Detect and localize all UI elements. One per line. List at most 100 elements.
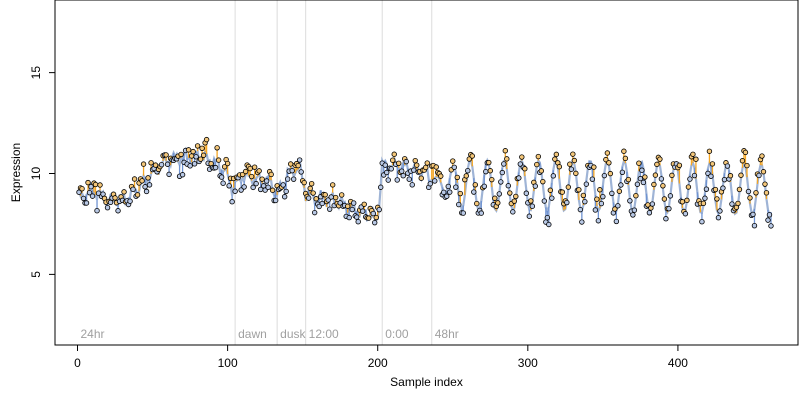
data-point [627,198,633,204]
data-point [104,204,111,211]
data-point [432,178,438,184]
x-tick-label: 0 [74,356,81,370]
data-point [311,209,318,216]
data-point [691,172,698,179]
data-point [305,195,312,201]
points-layer [76,136,774,229]
data-point [438,173,444,179]
data-point [474,200,480,207]
data-point [567,161,573,167]
data-point [637,175,644,182]
data-point [298,169,304,175]
data-point [766,212,773,218]
data-point [152,162,159,168]
data-point [502,148,509,154]
data-point [690,151,696,157]
data-point [142,184,148,190]
data-point [265,184,271,191]
data-point [349,206,355,213]
data-point [166,171,172,178]
data-point [427,181,433,187]
y-axis: 5 10 15 [29,66,55,278]
data-point [148,160,154,166]
data-point [214,145,220,151]
data-point [203,136,210,143]
segment-label: 48hr [435,327,459,341]
data-point [481,183,487,190]
data-point [513,193,519,200]
data-point [594,196,600,202]
data-point [649,201,656,207]
data-point [763,190,770,196]
data-point [568,166,575,172]
data-point [667,193,674,199]
data-point [549,195,555,201]
data-point [510,209,516,215]
data-point [290,176,297,182]
data-point [409,182,415,188]
data-point [582,198,588,205]
data-point [768,223,774,229]
data-point [573,170,579,177]
data-point [745,188,752,195]
data-point [332,194,339,201]
data-point [433,164,439,170]
data-point [396,160,402,167]
data-point [621,148,627,154]
data-point [463,173,469,179]
data-point [194,143,201,149]
data-point [652,172,659,178]
data-point [504,156,510,162]
data-point [328,194,334,200]
y-tick-label: 15 [29,66,43,80]
data-point [447,189,453,195]
data-point [197,156,204,162]
data-point [511,198,518,204]
segment-labels: 24hr dawn dusk 12:00 0:00 48hr [81,327,459,341]
data-point [221,164,228,170]
data-point [394,177,400,183]
data-point [708,173,714,179]
data-point [540,178,546,185]
data-point [134,192,141,198]
data-point [651,181,657,188]
data-point [607,170,614,177]
data-point [571,157,578,164]
data-point [532,183,539,189]
segment-label: 0:00 [385,327,409,341]
data-point [640,179,647,186]
data-point [89,193,96,199]
data-point [112,195,118,201]
x-axis-label: Sample index [390,375,463,389]
data-point [742,149,749,156]
data-point [765,217,771,223]
data-point [603,156,609,163]
data-point [296,157,303,163]
data-point [663,216,669,222]
data-point [577,206,584,213]
data-point [528,198,534,204]
data-point [759,153,765,159]
data-point [385,177,391,183]
data-point [83,200,90,206]
data-point [441,189,447,196]
data-point [739,158,746,164]
data-point [529,203,536,209]
data-point [601,172,608,179]
data-point [337,200,343,206]
data-point [523,190,530,196]
data-point [535,153,542,160]
data-point [188,153,195,159]
data-point [313,196,319,202]
data-point [178,151,184,158]
data-point [355,219,361,225]
data-point [606,160,612,166]
data-point [735,200,741,207]
data-point [220,180,226,186]
data-point [519,154,525,160]
data-point [163,152,169,158]
data-point [564,199,570,206]
data-point [762,181,768,187]
data-point [139,178,145,184]
data-point [496,191,502,197]
